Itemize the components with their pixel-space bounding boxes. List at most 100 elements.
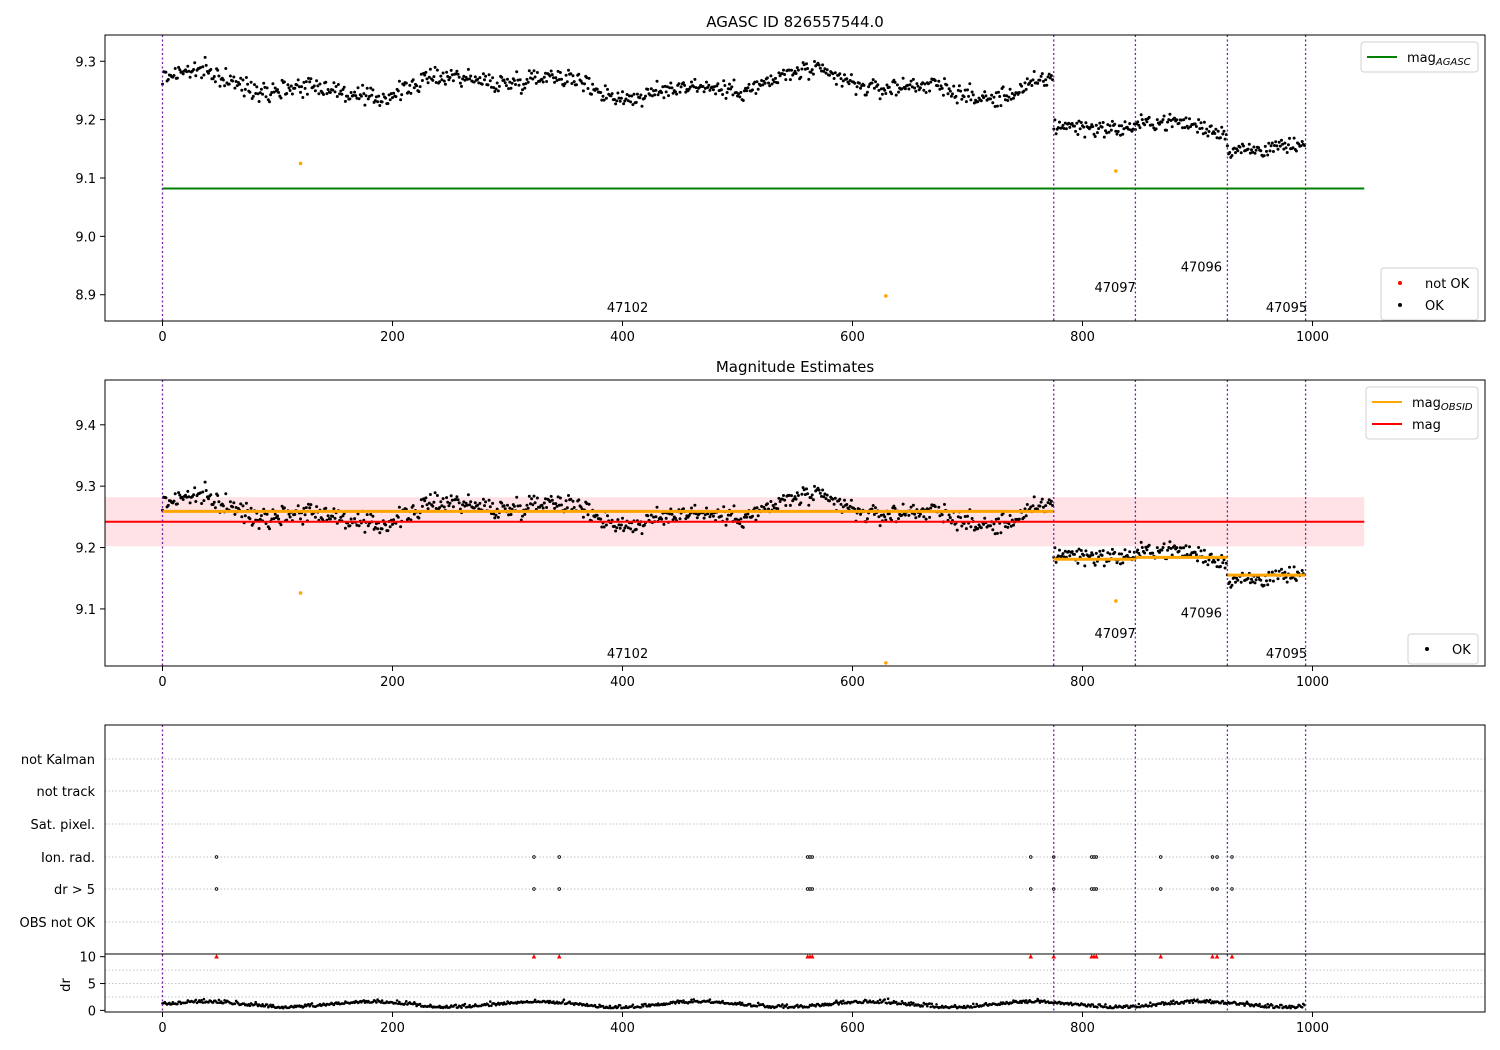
panel2-ok-point bbox=[793, 495, 797, 499]
panel2-ok-point bbox=[1162, 542, 1166, 546]
panel2-ok-point bbox=[907, 513, 911, 517]
panel1-ok-point bbox=[853, 81, 857, 85]
panel1-ok-point bbox=[458, 81, 462, 85]
flag-point bbox=[557, 855, 561, 859]
panel2-ok-point bbox=[333, 516, 337, 520]
panel2-ok-point bbox=[1082, 553, 1086, 557]
panel2-ok-point bbox=[529, 502, 532, 506]
panel2-ok-point bbox=[787, 493, 791, 497]
panel2-ok-point bbox=[877, 515, 881, 519]
dr-point bbox=[176, 1002, 179, 1006]
panel2-ok-point bbox=[753, 506, 757, 510]
panel1-ok-point bbox=[714, 92, 718, 96]
panel2-ok-point bbox=[997, 517, 1000, 521]
panel1-ok-point bbox=[224, 67, 228, 70]
panel1-ok-point bbox=[425, 77, 429, 81]
panel2-ok-point bbox=[373, 526, 377, 529]
panel1-ok-point bbox=[500, 75, 504, 79]
panel1-ok-point bbox=[705, 80, 708, 84]
panel1-ok-point bbox=[1292, 136, 1296, 140]
panel2-ok-point bbox=[268, 527, 271, 531]
panel2-ok-point bbox=[903, 513, 907, 517]
dr-point bbox=[839, 1000, 843, 1003]
panel1-ok-point bbox=[675, 92, 679, 96]
panel1-ok-point bbox=[431, 78, 435, 82]
panel1-ok-point bbox=[243, 87, 247, 91]
dr-point bbox=[379, 1001, 383, 1004]
dr-point bbox=[362, 999, 366, 1002]
dr-point bbox=[1020, 1001, 1023, 1005]
panel2-ok-point bbox=[548, 500, 552, 504]
panel1-ok-point bbox=[213, 80, 217, 84]
panel1-ok-point bbox=[419, 72, 423, 76]
dr-point bbox=[501, 1003, 505, 1006]
panel1-ok-point bbox=[960, 97, 964, 101]
panel1-xtick-label: 600 bbox=[840, 330, 865, 345]
panel1-ok-point bbox=[455, 69, 459, 73]
panel1-ok-point bbox=[515, 70, 519, 74]
panel1-ok-point bbox=[531, 77, 535, 81]
panel1-ok-point bbox=[768, 84, 772, 88]
panel2-ok-point bbox=[671, 518, 675, 522]
panel2-xtick-label: 1000 bbox=[1296, 675, 1329, 690]
panel2-ok-point bbox=[1223, 566, 1227, 570]
panel1-ok-point bbox=[991, 101, 995, 105]
panel2-ok-point bbox=[326, 514, 330, 518]
panel1-ok-point bbox=[1280, 138, 1283, 142]
panel1-ok-point bbox=[1068, 125, 1072, 129]
panel1-ok-point bbox=[440, 78, 444, 82]
panel2-ok-point bbox=[371, 514, 375, 518]
panel1-ok-point bbox=[964, 100, 968, 104]
panel2-ok-point bbox=[805, 487, 808, 491]
panel2-ok-point bbox=[586, 513, 590, 517]
panel1-ok-point bbox=[859, 86, 862, 90]
panel2-ok-point bbox=[993, 532, 997, 536]
dr-point bbox=[975, 1002, 978, 1006]
panel2-ok-point bbox=[828, 499, 831, 503]
panel1-ok-point bbox=[495, 81, 499, 85]
panel1-ok-point bbox=[1107, 130, 1111, 134]
panel2-ok-point bbox=[1262, 583, 1266, 587]
panel1-ok-point bbox=[481, 72, 485, 76]
panel1-ok-point bbox=[261, 92, 265, 96]
panel1-ok-point bbox=[862, 83, 866, 87]
panel1-ok-point bbox=[908, 83, 912, 87]
panel2-ok-point bbox=[1060, 554, 1064, 558]
panel1-ok-point bbox=[767, 81, 770, 85]
panel1-ok-point bbox=[790, 68, 793, 72]
dr-point bbox=[677, 1001, 681, 1005]
panel2-ok-point bbox=[807, 503, 811, 507]
panel2-ok-point bbox=[909, 505, 913, 509]
panel1-ok-point bbox=[202, 73, 206, 77]
panel1-obsid-label: 47095 bbox=[1266, 301, 1307, 316]
panel2-ok-point bbox=[555, 504, 559, 508]
panel2-ok-point bbox=[313, 515, 317, 519]
panel1-ok-point bbox=[512, 79, 516, 82]
panel1-ok-point bbox=[1160, 120, 1164, 124]
panel2-axes-frame bbox=[104, 379, 1486, 667]
panel1-ok-point bbox=[1181, 126, 1184, 130]
panel2-ok-point bbox=[959, 516, 963, 520]
panel1-ok-point bbox=[922, 88, 926, 92]
panel1-ok-point bbox=[892, 78, 896, 82]
dr-point bbox=[837, 1003, 840, 1006]
panel2-ok-point bbox=[622, 529, 626, 533]
panel2-ok-point bbox=[1236, 578, 1240, 582]
panel1-ok-point bbox=[1247, 142, 1251, 146]
panel1-ok-point bbox=[979, 99, 983, 103]
panel1-ok-point bbox=[1006, 99, 1010, 102]
dr-point bbox=[796, 1003, 799, 1007]
panel2-ok-point bbox=[1125, 554, 1129, 557]
panel1-ok-point bbox=[894, 93, 898, 97]
panel1-ok-point bbox=[601, 94, 605, 98]
panel1-ok-point bbox=[893, 80, 897, 84]
panel2-ok-point bbox=[224, 492, 228, 496]
panel2-ok-point bbox=[1084, 549, 1088, 553]
panel1-ok-point bbox=[1073, 124, 1076, 128]
panel1-ytick-label: 9.0 bbox=[75, 230, 96, 245]
panel1-ok-point bbox=[304, 80, 308, 84]
panel1-ok-point bbox=[493, 90, 497, 93]
panel2-ok-point bbox=[200, 502, 204, 505]
panel1-ok-point bbox=[497, 84, 501, 88]
panel2-ok-point bbox=[545, 506, 549, 509]
